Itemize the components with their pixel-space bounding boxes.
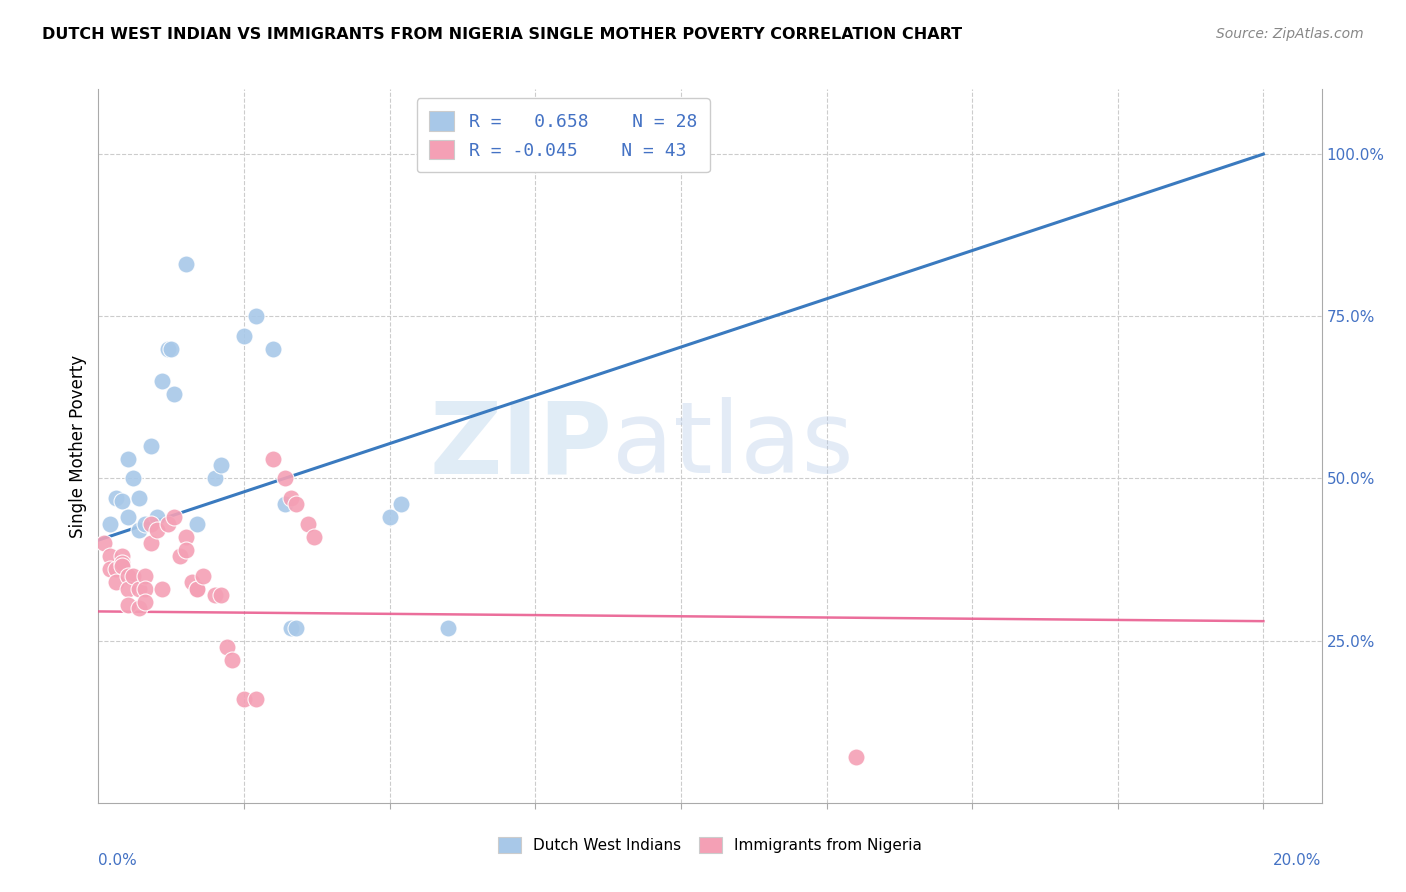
Point <box>174 530 197 544</box>
Point <box>285 497 308 511</box>
Point <box>117 510 139 524</box>
Point <box>104 575 127 590</box>
Point <box>122 471 145 485</box>
Point <box>174 542 197 557</box>
Point <box>134 595 156 609</box>
Point <box>98 549 121 564</box>
Y-axis label: Single Mother Poverty: Single Mother Poverty <box>69 354 87 538</box>
Point <box>128 524 150 538</box>
Point <box>139 536 162 550</box>
Point <box>204 471 226 485</box>
Point <box>378 510 401 524</box>
Point <box>104 491 127 505</box>
Point <box>98 562 121 576</box>
Point <box>139 439 162 453</box>
Point <box>145 510 167 524</box>
Point <box>163 510 186 524</box>
Point <box>98 516 121 531</box>
Point <box>186 582 208 596</box>
Point <box>134 582 156 596</box>
Point <box>117 452 139 467</box>
Point <box>117 568 139 582</box>
Point <box>111 494 134 508</box>
Point <box>122 568 145 582</box>
Point <box>128 491 150 505</box>
Point <box>245 310 267 324</box>
Point <box>245 692 267 706</box>
Point <box>204 588 226 602</box>
Point <box>209 458 232 473</box>
Point <box>111 556 134 570</box>
Point <box>104 562 127 576</box>
Point <box>145 524 167 538</box>
Point <box>582 147 605 161</box>
Point <box>437 621 460 635</box>
Point <box>280 621 302 635</box>
Point <box>117 598 139 612</box>
Point <box>193 568 215 582</box>
Point <box>186 582 208 596</box>
Text: DUTCH WEST INDIAN VS IMMIGRANTS FROM NIGERIA SINGLE MOTHER POVERTY CORRELATION C: DUTCH WEST INDIAN VS IMMIGRANTS FROM NIG… <box>42 27 962 42</box>
Point <box>134 516 156 531</box>
Text: atlas: atlas <box>612 398 853 494</box>
Point <box>186 516 208 531</box>
Text: 0.0%: 0.0% <box>98 853 138 868</box>
Point <box>262 452 284 467</box>
Point <box>157 342 180 356</box>
Point <box>274 471 297 485</box>
Point <box>128 601 150 615</box>
Point <box>262 342 284 356</box>
Point <box>174 257 197 271</box>
Point <box>233 328 256 343</box>
Point <box>389 497 412 511</box>
Point <box>139 516 162 531</box>
Point <box>180 575 202 590</box>
Point <box>285 621 308 635</box>
Legend: Dutch West Indians, Immigrants from Nigeria: Dutch West Indians, Immigrants from Nige… <box>492 830 928 859</box>
Point <box>302 530 325 544</box>
Point <box>111 559 134 574</box>
Point <box>152 374 174 388</box>
Text: Source: ZipAtlas.com: Source: ZipAtlas.com <box>1216 27 1364 41</box>
Point <box>274 497 297 511</box>
Point <box>134 568 156 582</box>
Point <box>111 549 134 564</box>
Text: 20.0%: 20.0% <box>1274 853 1322 868</box>
Point <box>152 582 174 596</box>
Point <box>117 582 139 596</box>
Point <box>297 516 319 531</box>
Point <box>209 588 232 602</box>
Point <box>157 516 180 531</box>
Point <box>669 147 692 161</box>
Point <box>233 692 256 706</box>
Point <box>280 491 302 505</box>
Point <box>93 536 115 550</box>
Point <box>163 387 186 401</box>
Point <box>160 342 183 356</box>
Point <box>215 640 238 654</box>
Point <box>221 653 243 667</box>
Point <box>845 750 868 764</box>
Text: ZIP: ZIP <box>429 398 612 494</box>
Point <box>128 582 150 596</box>
Point <box>169 549 191 564</box>
